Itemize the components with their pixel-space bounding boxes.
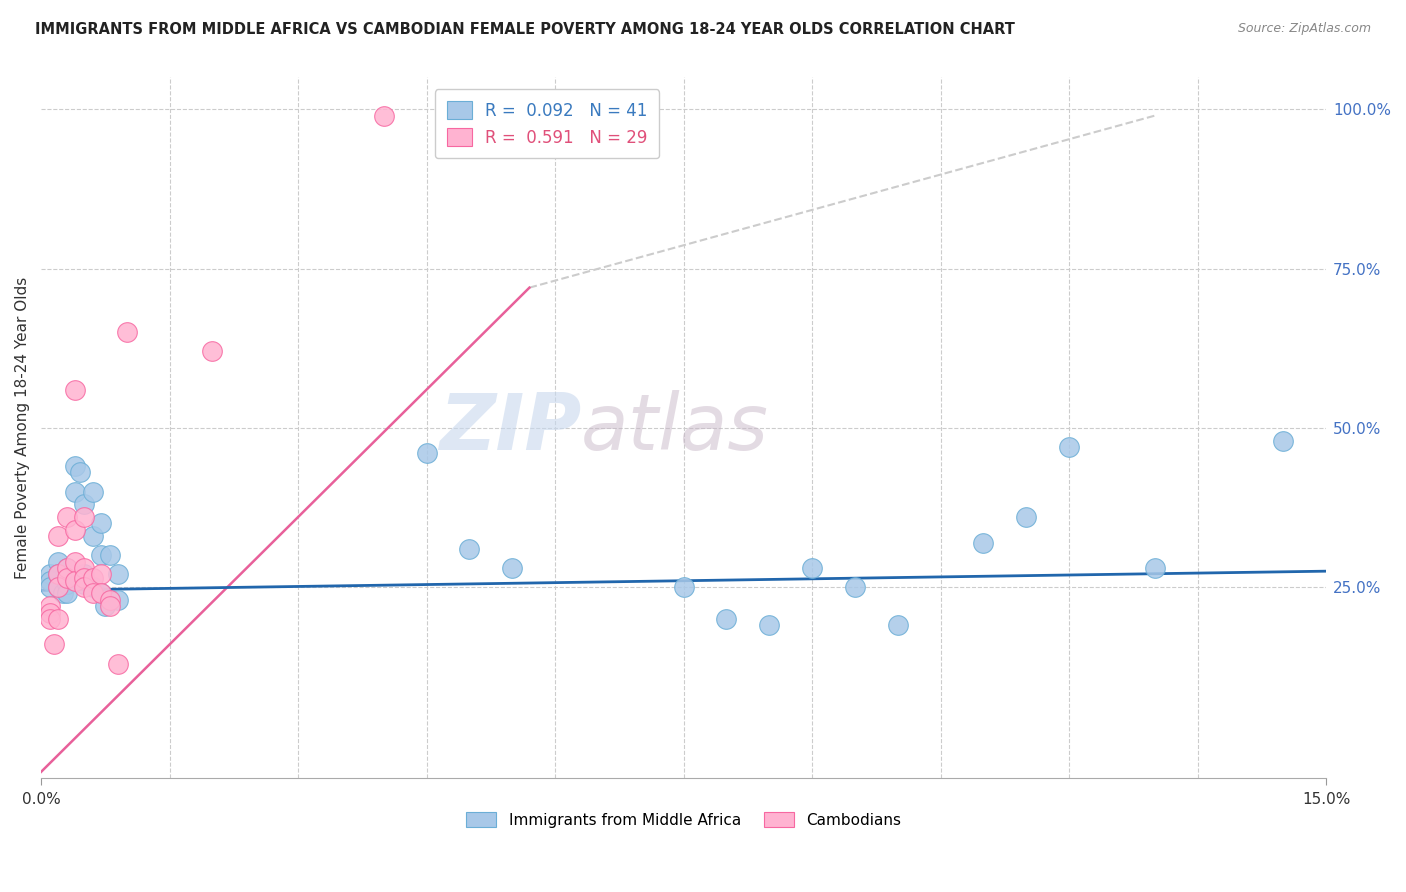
Point [46,580,69,594]
Point [844,580,866,594]
Point [501,561,523,575]
Point [56,577,79,591]
Point [73,567,96,582]
Point [90,516,112,531]
Point [98,592,121,607]
Point [98,599,121,614]
Point [38,574,60,588]
Point [373,109,395,123]
Legend: Immigrants from Middle Africa, Cambodians: Immigrants from Middle Africa, Cambodian… [460,805,907,834]
Point [107,657,129,671]
Point [1272,434,1295,448]
Text: IMMIGRANTS FROM MIDDLE AFRICA VS CAMBODIAN FEMALE POVERTY AMONG 18-24 YEAR OLDS : IMMIGRANTS FROM MIDDLE AFRICA VS CAMBODI… [35,22,1015,37]
Point [38,612,60,626]
Point [56,570,79,584]
Point [107,567,129,582]
Point [90,567,112,582]
Point [201,344,224,359]
Point [82,580,104,594]
Point [758,618,780,632]
Point [1143,561,1166,575]
Point [107,592,129,607]
Point [65,484,87,499]
Point [56,561,79,575]
Point [415,446,437,460]
Point [98,548,121,562]
Point [65,555,87,569]
Point [46,580,69,594]
Point [65,383,87,397]
Point [51,586,73,600]
Point [82,529,104,543]
Point [82,570,104,584]
Point [90,586,112,600]
Point [46,555,69,569]
Point [38,599,60,614]
Y-axis label: Female Poverty Among 18-24 Year Olds: Female Poverty Among 18-24 Year Olds [15,277,30,579]
Point [90,548,112,562]
Point [458,109,481,123]
Point [73,577,96,591]
Point [115,326,138,340]
Point [73,510,96,524]
Text: ZIP: ZIP [439,390,581,466]
Point [56,561,79,575]
Point [46,529,69,543]
Point [38,567,60,582]
Point [887,618,910,632]
Point [69,466,91,480]
Point [46,567,69,582]
Point [1057,440,1080,454]
Point [42,637,65,651]
Text: atlas: atlas [581,390,769,466]
Point [972,535,994,549]
Point [56,586,79,600]
Point [73,580,96,594]
Point [73,570,96,584]
Point [46,612,69,626]
Point [65,458,87,473]
Point [46,567,69,582]
Point [801,561,824,575]
Point [56,510,79,524]
Text: Source: ZipAtlas.com: Source: ZipAtlas.com [1237,22,1371,36]
Point [82,586,104,600]
Point [672,580,695,594]
Point [90,586,112,600]
Point [94,599,117,614]
Point [458,541,481,556]
Point [65,574,87,588]
Point [38,606,60,620]
Point [1015,510,1038,524]
Point [73,561,96,575]
Point [38,580,60,594]
Point [73,497,96,511]
Point [65,523,87,537]
Point [716,612,738,626]
Point [56,570,79,584]
Point [82,484,104,499]
